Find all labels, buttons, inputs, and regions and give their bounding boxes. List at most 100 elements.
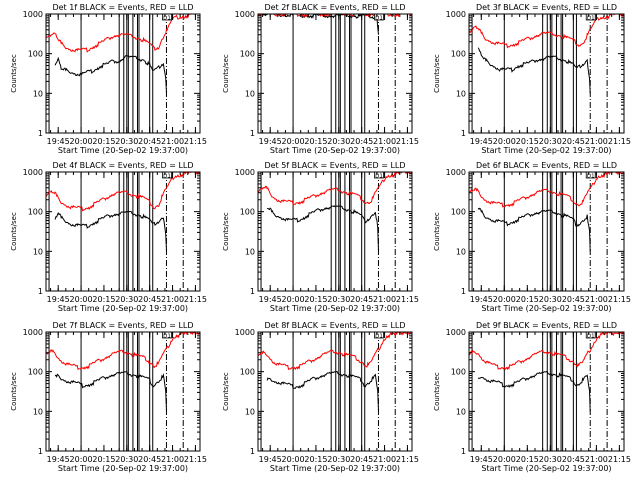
y-tick-label: 1000 [235, 10, 255, 19]
x-tick-label: 20:45 [138, 137, 161, 146]
x-tick-label: 19:45 [259, 455, 282, 464]
x-tick-label: 21:00 [373, 295, 396, 304]
y-tick-label: 100 [28, 50, 43, 59]
marker-label: D1 [587, 16, 595, 22]
x-tick-label: 20:00 [282, 295, 305, 304]
y-tick-label: 1 [250, 129, 255, 138]
panel-title: Det 7f BLACK = Events, RED = LLD [52, 321, 193, 330]
x-tick-label: 20:45 [138, 295, 161, 304]
series-line-events [54, 54, 167, 94]
x-tick-label: 20:15 [516, 137, 539, 146]
marker-label: D1 [375, 16, 383, 22]
x-tick-label: 21:00 [373, 455, 396, 464]
x-tick-label: 19:45 [47, 295, 70, 304]
axes-frame [257, 171, 413, 292]
marker-label: D1 [375, 334, 383, 340]
panel-title: Det 6f BLACK = Events, RED = LLD [476, 161, 617, 170]
x-tick-label: 20:30 [539, 295, 562, 304]
series-line-lld [258, 172, 412, 206]
panel-title: Det 8f BLACK = Events, RED = LLD [264, 321, 405, 330]
x-tick-label: 20:30 [327, 455, 350, 464]
x-tick-label: 20:00 [70, 295, 93, 304]
panel-title: Det 9f BLACK = Events, RED = LLD [476, 321, 617, 330]
x-axis-label: Start Time (20-Sep-02 19:37:00) [58, 304, 188, 313]
y-tick-label: 1000 [235, 328, 255, 337]
x-axis-label: Start Time (20-Sep-02 19:37:00) [270, 304, 400, 313]
marker-label: D1 [163, 16, 171, 22]
x-axis-label: Start Time (20-Sep-02 19:37:00) [481, 464, 611, 473]
series-line-lld [258, 332, 412, 371]
y-tick-label: 1 [461, 447, 466, 456]
x-tick-label: 21:15 [396, 295, 419, 304]
y-tick-label: 1000 [446, 10, 466, 19]
y-tick-label: 1000 [23, 168, 43, 177]
x-tick-label: 20:15 [304, 295, 327, 304]
y-tick-label: 10 [33, 407, 43, 416]
x-tick-label: 20:15 [516, 295, 539, 304]
x-tick-label: 19:45 [470, 295, 493, 304]
y-axis-label: Counts/sec [222, 212, 230, 251]
axes-frame [468, 171, 625, 292]
x-tick-label: 21:00 [161, 455, 184, 464]
y-tick-label: 10 [245, 407, 255, 416]
x-tick-label: 20:00 [493, 295, 516, 304]
x-tick-label: 20:15 [516, 455, 539, 464]
x-axis-label: Start Time (20-Sep-02 19:37:00) [58, 146, 188, 155]
y-tick-label: 1000 [446, 328, 466, 337]
x-axis-label: Start Time (20-Sep-02 19:37:00) [481, 304, 611, 313]
y-tick-label: 100 [451, 368, 466, 377]
series-line-events [477, 370, 591, 412]
x-tick-label: 21:15 [184, 295, 207, 304]
y-tick-label: 1 [461, 129, 466, 138]
series-line-lld [469, 14, 624, 49]
y-tick-label: 1000 [23, 10, 43, 19]
x-tick-label: 21:00 [585, 137, 608, 146]
y-tick-label: 1 [38, 287, 43, 296]
x-tick-label: 21:15 [396, 455, 419, 464]
axes-frame [257, 331, 413, 452]
x-tick-label: 21:15 [396, 137, 419, 146]
y-tick-label: 100 [240, 50, 255, 59]
x-tick-label: 19:45 [470, 137, 493, 146]
x-tick-label: 20:00 [282, 137, 305, 146]
series-line-events [54, 210, 167, 252]
x-tick-label: 20:45 [562, 295, 585, 304]
x-tick-label: 21:15 [608, 137, 631, 146]
series-line-events [54, 371, 167, 412]
x-tick-label: 21:00 [585, 455, 608, 464]
y-axis-label: Counts/sec [222, 372, 230, 411]
y-tick-label: 10 [33, 89, 43, 98]
series-line-events [477, 207, 591, 252]
x-tick-label: 20:30 [115, 455, 138, 464]
series-line-events [267, 205, 379, 252]
y-tick-label: 10 [245, 247, 255, 256]
y-axis-label: Counts/sec [10, 372, 18, 411]
x-tick-label: 20:15 [92, 455, 115, 464]
x-tick-label: 20:45 [562, 137, 585, 146]
panel-title: Det 5f BLACK = Events, RED = LLD [264, 161, 405, 170]
axes-frame [45, 331, 201, 452]
x-tick-label: 20:30 [539, 455, 562, 464]
y-tick-label: 100 [240, 368, 255, 377]
x-tick-label: 21:00 [373, 137, 396, 146]
x-tick-label: 19:45 [259, 137, 282, 146]
x-tick-label: 21:00 [161, 295, 184, 304]
x-tick-label: 20:30 [327, 295, 350, 304]
series-line-lld [469, 172, 624, 208]
x-axis-label: Start Time (20-Sep-02 19:37:00) [481, 146, 611, 155]
x-tick-label: 20:45 [350, 137, 373, 146]
x-tick-label: 19:45 [47, 137, 70, 146]
y-tick-label: 100 [451, 50, 466, 59]
x-tick-label: 19:45 [47, 455, 70, 464]
axes-frame [45, 171, 201, 292]
y-tick-label: 10 [245, 89, 255, 98]
y-tick-label: 1 [461, 287, 466, 296]
